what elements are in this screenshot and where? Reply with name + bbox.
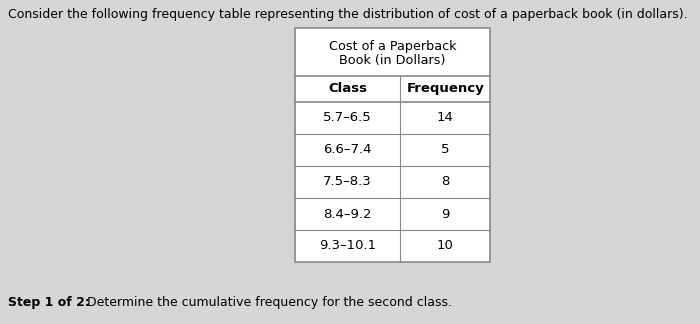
Text: 5.7–6.5: 5.7–6.5	[323, 111, 372, 124]
Text: 6.6–7.4: 6.6–7.4	[323, 144, 372, 156]
Text: Class: Class	[328, 83, 368, 96]
Text: Book (in Dollars): Book (in Dollars)	[340, 54, 446, 67]
Text: 14: 14	[437, 111, 454, 124]
Text: 5: 5	[441, 144, 449, 156]
Text: Consider the following frequency table representing the distribution of cost of : Consider the following frequency table r…	[8, 8, 687, 21]
Text: 9.3–10.1: 9.3–10.1	[319, 239, 376, 252]
Text: Frequency: Frequency	[406, 83, 484, 96]
Text: 9: 9	[441, 207, 449, 221]
Text: Cost of a Paperback: Cost of a Paperback	[329, 40, 456, 53]
Text: Step 1 of 2:: Step 1 of 2:	[8, 296, 90, 309]
Text: 7.5–8.3: 7.5–8.3	[323, 176, 372, 189]
Text: 8.4–9.2: 8.4–9.2	[323, 207, 372, 221]
Text: 10: 10	[437, 239, 454, 252]
Text: Determine the cumulative frequency for the second class.: Determine the cumulative frequency for t…	[83, 296, 452, 309]
Text: 8: 8	[441, 176, 449, 189]
